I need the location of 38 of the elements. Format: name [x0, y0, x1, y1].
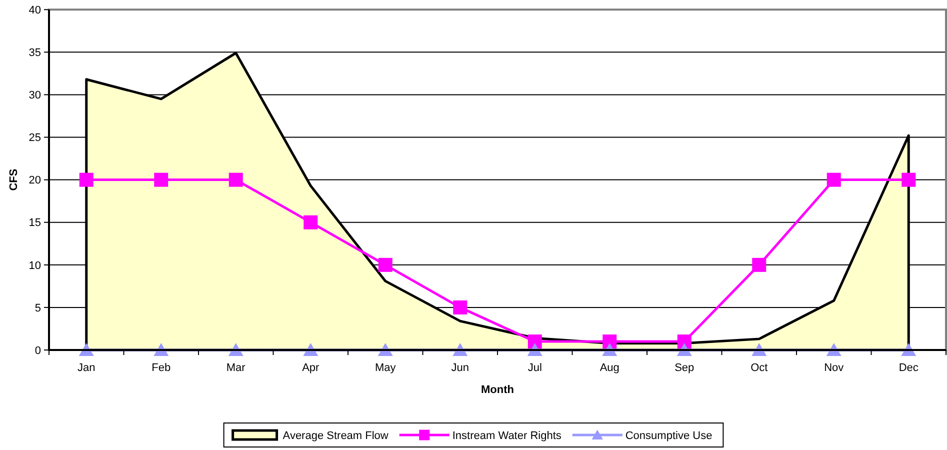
y-tick-label: 0: [34, 344, 41, 357]
x-tick-label: Jan: [78, 362, 96, 374]
y-tick-label: 35: [28, 47, 41, 59]
y-tick-label: 5: [34, 302, 41, 314]
point: [79, 172, 94, 187]
x-axis-title: Month: [481, 384, 514, 396]
x-tick-label: Oct: [750, 362, 768, 374]
point: [154, 172, 168, 187]
x-tick-label: Mar: [226, 362, 246, 374]
point: [228, 172, 243, 187]
x-tick-label: Sep: [674, 362, 694, 374]
point: [378, 258, 392, 272]
point: [752, 258, 766, 272]
x-tick-label: Nov: [824, 362, 844, 374]
y-tick-label: 30: [28, 90, 41, 102]
x-tick-label: Apr: [302, 362, 320, 374]
y-tick-label: 20: [28, 174, 41, 187]
point: [677, 334, 692, 348]
legend-label: Average Stream Flow: [282, 430, 388, 442]
point: [304, 215, 318, 230]
x-tick-label: Jul: [528, 362, 542, 374]
point: [602, 334, 617, 348]
y-axis-title: CFS: [8, 168, 20, 191]
x-tick-label: Feb: [152, 362, 171, 374]
x-tick-label: Jun: [451, 362, 469, 374]
point: [902, 172, 916, 187]
x-tick-label: Aug: [600, 362, 620, 374]
point: [453, 300, 468, 314]
x-tick-label: Dec: [898, 362, 919, 374]
y-tick-label: 10: [28, 260, 41, 272]
y-tick-label: 40: [28, 4, 41, 16]
point: [528, 334, 542, 348]
y-tick-label: 25: [28, 132, 41, 144]
y-tick-label: 15: [28, 217, 41, 230]
legend-label: Instream Water Rights: [452, 430, 562, 442]
x-tick-label: May: [374, 362, 396, 374]
legend-label: Consumptive Use: [625, 430, 712, 442]
point: [826, 172, 841, 187]
